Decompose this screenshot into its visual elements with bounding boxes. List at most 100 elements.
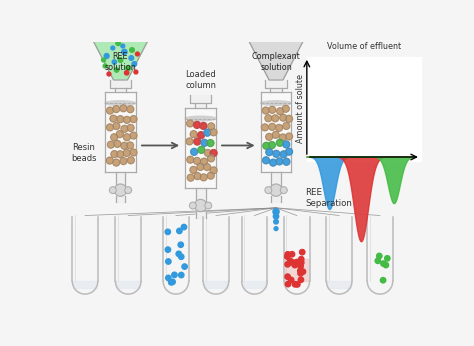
Circle shape — [165, 229, 171, 235]
Circle shape — [200, 122, 207, 129]
Circle shape — [107, 72, 111, 76]
Circle shape — [134, 70, 138, 74]
Circle shape — [132, 62, 137, 66]
Circle shape — [123, 116, 130, 123]
Text: Complexant
solution: Complexant solution — [252, 52, 301, 72]
Circle shape — [116, 131, 123, 138]
Circle shape — [280, 151, 287, 158]
Circle shape — [279, 134, 286, 141]
Circle shape — [283, 141, 290, 148]
Polygon shape — [307, 157, 416, 203]
Circle shape — [182, 264, 187, 269]
Circle shape — [103, 64, 107, 68]
Circle shape — [205, 202, 212, 209]
Circle shape — [285, 262, 290, 267]
Circle shape — [190, 202, 196, 209]
Ellipse shape — [105, 101, 136, 106]
Circle shape — [127, 125, 134, 131]
Circle shape — [123, 149, 130, 156]
Circle shape — [201, 139, 208, 146]
Circle shape — [104, 54, 109, 58]
Circle shape — [130, 149, 137, 156]
Circle shape — [201, 158, 208, 165]
Circle shape — [176, 251, 182, 256]
Bar — [307, 57, 421, 161]
Circle shape — [289, 277, 294, 283]
Circle shape — [114, 140, 121, 147]
Text: REE
Separation: REE Separation — [305, 188, 352, 208]
Circle shape — [179, 272, 184, 278]
Circle shape — [280, 114, 287, 121]
Circle shape — [120, 105, 127, 112]
Circle shape — [208, 123, 215, 130]
Circle shape — [272, 115, 279, 122]
Circle shape — [122, 49, 127, 55]
Circle shape — [118, 58, 123, 62]
Circle shape — [298, 264, 303, 269]
Circle shape — [127, 142, 134, 149]
Circle shape — [165, 247, 171, 252]
Circle shape — [121, 44, 125, 48]
Bar — [285, 260, 309, 281]
Circle shape — [121, 142, 128, 149]
Circle shape — [169, 280, 174, 285]
Circle shape — [283, 105, 289, 112]
Circle shape — [380, 277, 386, 283]
Circle shape — [292, 282, 298, 287]
Circle shape — [194, 138, 201, 145]
Circle shape — [113, 106, 119, 112]
Circle shape — [265, 186, 272, 194]
Ellipse shape — [185, 116, 216, 121]
Circle shape — [186, 138, 193, 145]
Circle shape — [120, 157, 127, 165]
Ellipse shape — [261, 101, 292, 106]
Circle shape — [117, 116, 124, 122]
Bar — [196, 212, 206, 218]
Circle shape — [286, 115, 292, 122]
Circle shape — [178, 242, 183, 247]
Circle shape — [123, 134, 130, 141]
Circle shape — [300, 269, 306, 274]
Bar — [109, 80, 131, 88]
Circle shape — [283, 158, 290, 165]
Circle shape — [165, 259, 171, 264]
Polygon shape — [248, 40, 304, 80]
Circle shape — [268, 142, 275, 148]
Circle shape — [101, 58, 106, 62]
Bar — [265, 80, 287, 88]
Bar — [116, 281, 140, 288]
Circle shape — [298, 268, 303, 273]
Circle shape — [263, 142, 270, 149]
Circle shape — [262, 107, 269, 114]
Circle shape — [107, 124, 113, 131]
Circle shape — [197, 163, 204, 170]
Circle shape — [285, 254, 290, 259]
Circle shape — [198, 132, 204, 139]
Circle shape — [200, 174, 207, 181]
Circle shape — [277, 108, 283, 115]
Circle shape — [129, 56, 134, 60]
Circle shape — [273, 151, 280, 157]
Circle shape — [272, 131, 279, 138]
Circle shape — [269, 124, 276, 130]
Bar — [195, 103, 206, 108]
Bar — [115, 88, 127, 92]
Circle shape — [107, 107, 113, 114]
Polygon shape — [93, 40, 148, 80]
Circle shape — [112, 60, 117, 64]
Circle shape — [116, 41, 120, 45]
Bar — [73, 281, 97, 288]
Circle shape — [299, 256, 304, 262]
Circle shape — [111, 46, 115, 50]
Circle shape — [121, 125, 128, 132]
Circle shape — [273, 213, 279, 219]
Bar — [261, 92, 292, 172]
Circle shape — [113, 159, 120, 166]
Bar — [327, 281, 351, 288]
Circle shape — [292, 262, 298, 268]
Circle shape — [263, 157, 270, 164]
Circle shape — [109, 186, 116, 194]
Circle shape — [377, 253, 382, 259]
Text: Resin
beads: Resin beads — [71, 143, 96, 163]
Circle shape — [130, 132, 137, 139]
